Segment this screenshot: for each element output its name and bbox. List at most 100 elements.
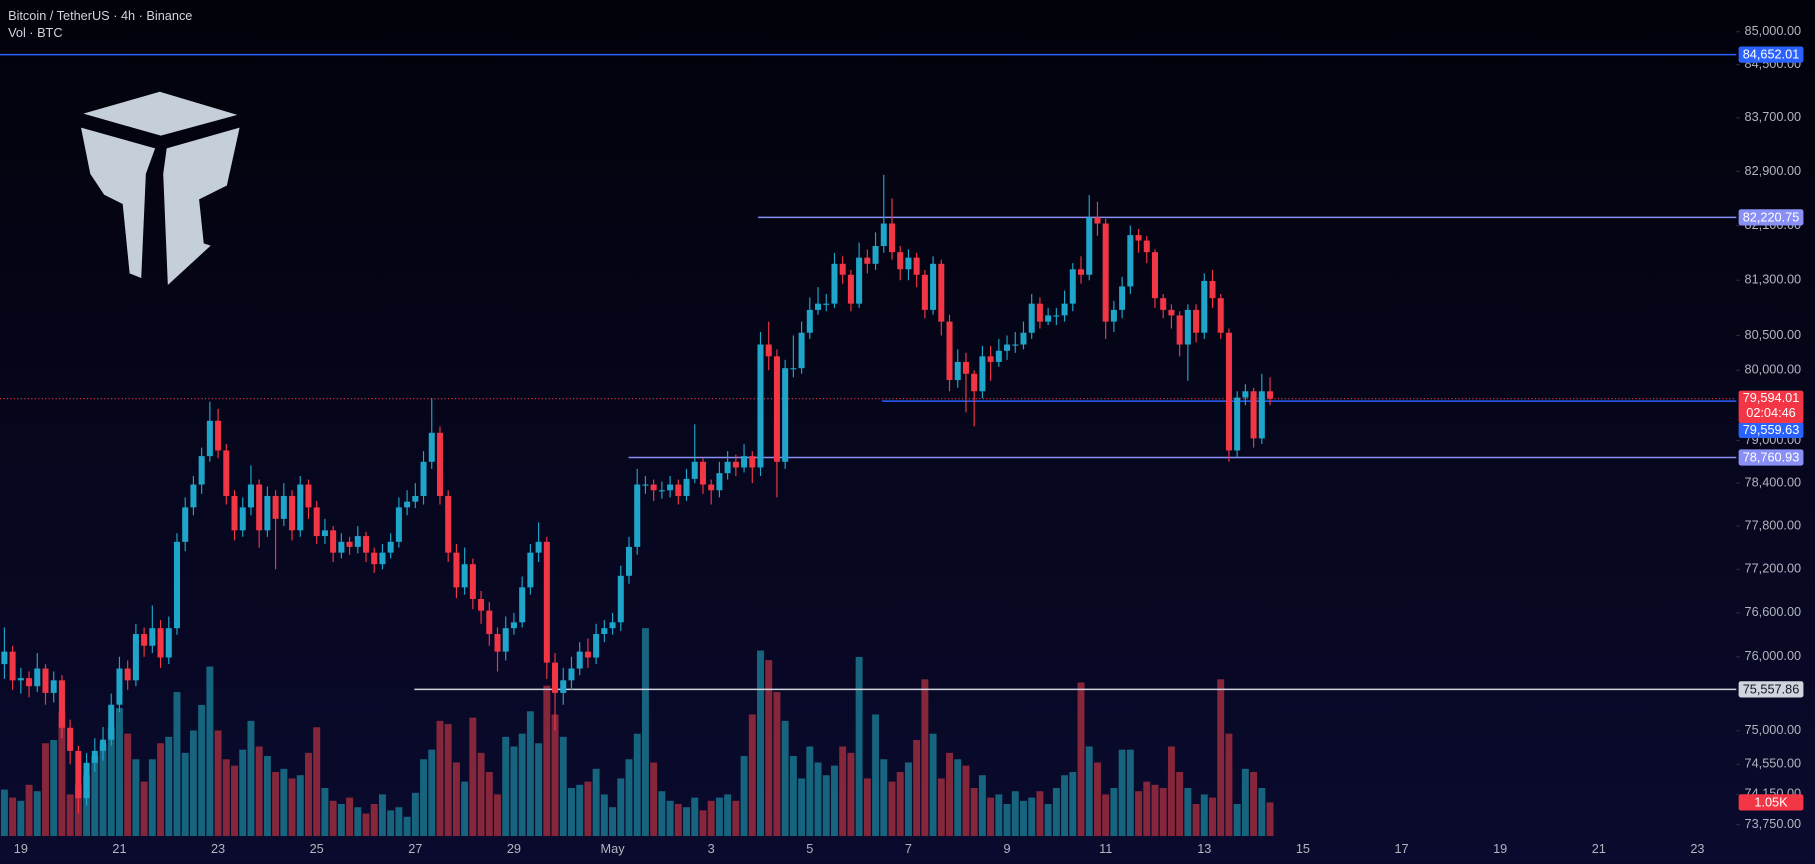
candle-body [1258,391,1265,439]
volume-bar [222,759,230,836]
candle-body [1217,298,1224,333]
candle-body [239,507,246,531]
volume-bar [625,759,633,836]
candle-body [289,495,296,531]
y-tick-label: 83,700.00 [1745,109,1802,124]
candle-body [625,546,633,576]
candles [1,174,1274,814]
candle-body [1061,303,1068,316]
volume-bar [576,784,584,836]
candle-body [576,651,583,669]
y-tick-label: 82,900.00 [1745,163,1802,178]
volume-bar [789,756,797,836]
candle-body [1,651,8,665]
candle-body [568,668,575,681]
volume-bar [296,775,304,836]
candle-body [190,484,197,508]
candle-body [510,622,517,629]
volume-bar [239,749,247,836]
candle-body [1193,309,1200,333]
candle-body [9,651,16,681]
volume-bar [25,784,33,836]
volume-bar [157,743,165,836]
candle-body [1135,235,1142,241]
volume-bar [888,781,896,836]
volume-bar [1036,791,1044,836]
volume-bar [181,752,189,836]
candle-body [91,750,98,763]
volume-bar [830,765,838,836]
candle-body [469,564,476,600]
level-badge [1738,681,1804,698]
candle-body [182,507,189,542]
volume-bar [0,789,8,836]
volume-bar [822,775,830,836]
volume-bar [198,704,206,836]
volume-bar [395,807,403,836]
volume-bar [140,781,148,836]
candle-body [379,552,386,565]
candle-body [593,634,600,658]
volume-bar [691,797,699,836]
x-tick-label: 19 [14,841,28,856]
volume-bar [1241,768,1249,836]
candle-body [708,484,715,491]
candle-body [527,552,534,588]
x-tick-label: 9 [1004,841,1011,856]
candle-body [971,373,978,392]
volume-bar [600,794,608,836]
volume-bar [321,788,329,836]
volume-bar [1250,772,1258,836]
volume-bar [732,800,740,836]
volume-bar [567,788,575,836]
candle-body [321,530,328,537]
volume-bar [313,727,321,836]
candle-body [1250,391,1257,439]
volume-bar [329,800,337,836]
volume-bar [757,650,764,836]
candle-body [650,484,657,491]
candle-body [494,634,501,652]
price-axis: 85,000.0084,500.0083,700.0082,900.0082,1… [1736,23,1801,831]
candle-body [864,257,871,264]
candle-body [247,484,254,508]
candle-body [1127,235,1134,287]
x-tick-label: May [601,841,626,856]
volume-bar [42,743,49,836]
candle-body [1086,217,1093,275]
level-badge-label: 79,559.63 [1743,422,1800,437]
candle-body [790,368,797,370]
volume-bar [214,730,222,836]
volume-bar [1176,772,1184,836]
volume-bar [510,746,518,836]
candle-body [173,541,180,629]
volume-bar [1102,794,1110,836]
volume-bar [189,730,197,836]
volume-bar [1184,788,1192,836]
volume-bar [452,762,460,836]
candle-body [1028,303,1035,333]
candle-body [116,668,123,705]
level-badge-label: 78,760.93 [1743,449,1800,464]
candle-body [305,484,312,508]
volume-bar [814,762,822,836]
candle-body [732,461,739,468]
x-tick-label: 13 [1197,841,1211,856]
volume-bar [403,816,411,836]
volume-bar [206,666,214,836]
candle-body [215,420,222,451]
candle-body [938,263,945,322]
candle-body [987,356,994,362]
volume-bar [346,797,354,836]
volume-bar [658,791,666,836]
volume-bar [370,804,378,836]
volume-bar [1209,797,1216,836]
volume-bar [1200,794,1208,836]
volume-bar [1135,791,1143,836]
volume-bar [272,772,280,836]
volume-bar [1258,788,1266,836]
volume-bar [946,752,953,836]
candle-body [141,634,148,646]
volume-bar [1061,775,1069,836]
